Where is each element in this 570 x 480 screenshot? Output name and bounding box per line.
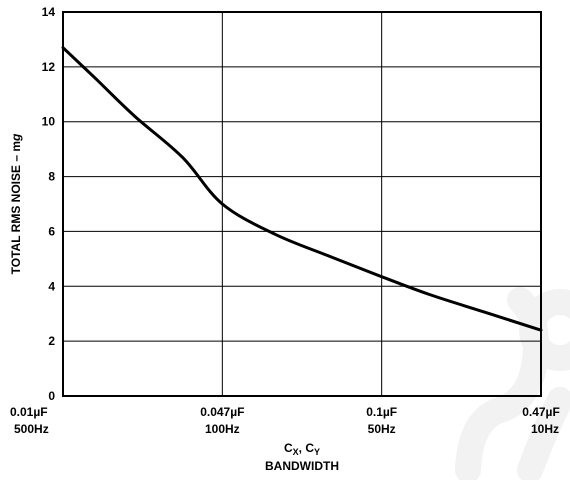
x-tick-label-capacitance: 0.1µF (366, 405, 397, 419)
y-tick-label: 4 (48, 279, 55, 293)
watermark-logo (455, 287, 570, 480)
x-tick-label-bandwidth: 100Hz (205, 422, 240, 436)
x-tick-label-capacitance: 0.01µF (10, 405, 48, 419)
y-tick-label: 10 (42, 115, 56, 129)
plot-frame (62, 11, 542, 397)
y-axis-title-unit: g (9, 133, 23, 142)
y-tick-label: 0 (48, 389, 55, 403)
x-tick-label-capacitance: 0.47µF (522, 405, 560, 419)
watermark-stroke (517, 387, 570, 480)
y-tick-label: 2 (48, 334, 55, 348)
x-axis-title-c1: C (284, 441, 293, 455)
x-axis-title-sub-x: X (293, 447, 299, 457)
x-tick-label-bandwidth: 500Hz (14, 422, 49, 436)
x-axis-title-bandwidth: BANDWIDTH (265, 459, 339, 473)
y-axis-ticks: 0 2 4 6 8 10 12 14 (42, 5, 56, 403)
x-axis-title-caps: CX, CY (284, 441, 320, 457)
x-axis-title-sep: , C (299, 441, 315, 455)
x-axis-ticks: 0.01µF 500Hz 0.047µF 100Hz 0.1µF 50Hz 0.47µF 10… (10, 405, 560, 436)
y-axis-title: TOTAL RMS NOISE – mg (9, 133, 23, 274)
y-tick-label: 8 (48, 170, 55, 184)
y-tick-label: 6 (48, 224, 55, 238)
x-tick-label-bandwidth: 50Hz (368, 422, 396, 436)
x-tick-label-capacitance: 0.047µF (200, 405, 244, 419)
y-tick-label: 12 (42, 60, 56, 74)
grid (63, 12, 541, 396)
series-line (61, 46, 543, 332)
y-tick-label: 14 (42, 5, 56, 19)
x-axis-title-sub-y: Y (314, 447, 320, 457)
x-tick-label-bandwidth: 10Hz (531, 422, 559, 436)
watermark-stroke (519, 289, 570, 371)
y-axis-title-main: TOTAL RMS NOISE – m (9, 141, 23, 274)
